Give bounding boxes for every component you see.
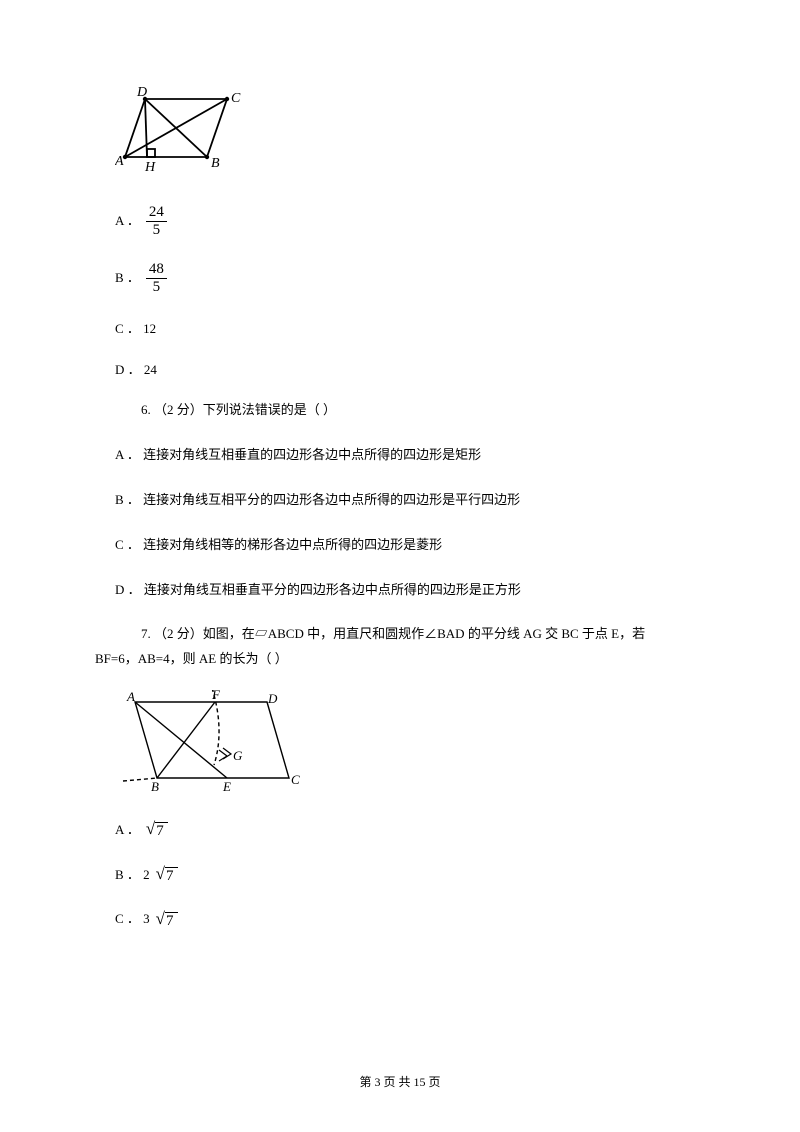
vertex-label-A: A (115, 154, 124, 169)
q6-option-c: C ． 连接对角线相等的梯形各边中点所得的四边形是菱形 (115, 535, 705, 556)
vertex-label-H: H (144, 160, 156, 175)
q7-stem-1: 7. （2 分）如图，在▱ABCD 中，用直尺和圆规作∠BAD 的平分线 AG … (115, 624, 705, 645)
option-prefix: A ． (115, 820, 140, 841)
vertex-label-G: G (233, 748, 243, 763)
page-footer: 第 3 页 共 15 页 (0, 1073, 800, 1092)
option-prefix: A ． (115, 211, 140, 232)
vertex-label-E: E (222, 779, 231, 794)
fraction-48-5: 48 5 (146, 262, 167, 295)
vertex-label-D: D (267, 691, 278, 706)
option-prefix: B ． (115, 268, 140, 289)
figure-parallelogram-bisector: A D B C F E G (115, 690, 705, 802)
vertex-label-C: C (231, 91, 241, 106)
q6-stem: 6. （2 分）下列说法错误的是（ ） (115, 400, 705, 421)
vertex-label-C: C (291, 772, 300, 787)
q6-option-b: B ． 连接对角线互相平分的四边形各边中点所得的四边形是平行四边形 (115, 490, 705, 511)
q6-option-a: A ． 连接对角线互相垂直的四边形各边中点所得的四边形是矩形 (115, 445, 705, 466)
sqrt-7: √7 (146, 820, 168, 840)
option-prefix: C ． 3 (115, 909, 150, 930)
figure-parallelogram-dh: A B C D H (115, 85, 705, 187)
q7-option-b: B ． 2 √7 (115, 865, 705, 886)
q5-option-d: D ． 24 (115, 360, 705, 381)
q7-option-a: A ． √7 (115, 820, 705, 841)
vertex-label-A: A (126, 690, 135, 704)
fraction-24-5: 24 5 (146, 205, 167, 238)
option-prefix: B ． 2 (115, 865, 150, 886)
vertex-label-B: B (151, 779, 159, 794)
q5-option-b: B ． 48 5 (115, 262, 705, 295)
vertex-label-B: B (211, 156, 220, 171)
sqrt-7: √7 (156, 910, 178, 930)
q7-stem-2: BF=6，AB=4，则 AE 的长为（ ） (95, 649, 705, 670)
option-text: C ． 12 (115, 319, 156, 340)
vertex-label-D: D (136, 85, 147, 100)
q5-option-a: A ． 24 5 (115, 205, 705, 238)
q6-option-d: D ． 连接对角线互相垂直平分的四边形各边中点所得的四边形是正方形 (115, 580, 705, 601)
sqrt-7: √7 (156, 865, 178, 885)
q5-option-c: C ． 12 (115, 319, 705, 340)
option-text: D ． 24 (115, 360, 157, 381)
vertex-label-F: F (211, 690, 221, 702)
q7-option-c: C ． 3 √7 (115, 909, 705, 930)
